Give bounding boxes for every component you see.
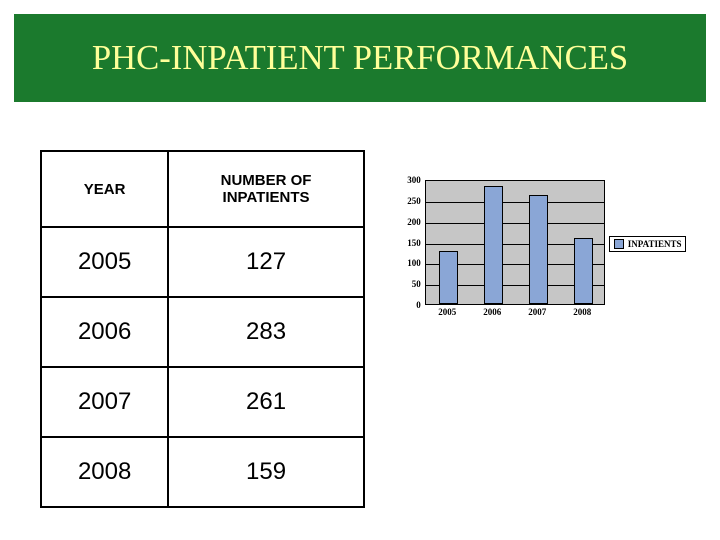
legend-label: INPATIENTS xyxy=(628,239,682,249)
chart-bar xyxy=(484,186,503,304)
page-title: PHC-INPATIENT PERFORMANCES xyxy=(92,39,628,78)
chart-plot-area xyxy=(425,180,605,305)
table-header-row: YEAR NUMBER OF INPATIENTS xyxy=(41,151,364,227)
y-tick-label: 300 xyxy=(395,175,421,185)
x-tick-label: 2006 xyxy=(483,307,501,317)
x-axis-labels: 2005 2006 2007 2008 xyxy=(425,307,605,321)
table-cell: 2005 xyxy=(41,227,168,297)
slide: PHC-INPATIENT PERFORMANCES YEAR NUMBER O… xyxy=(0,0,720,540)
x-tick-label: 2007 xyxy=(528,307,546,317)
y-axis-labels: 050100150200250300 xyxy=(395,180,423,305)
table-cell: 127 xyxy=(168,227,364,297)
content-area: YEAR NUMBER OF INPATIENTS 20051272006283… xyxy=(40,150,690,520)
table-row: 2006283 xyxy=(41,297,364,367)
table-body: 2005127200628320072612008159 xyxy=(41,227,364,507)
inpatient-bar-chart: 0 50 100 150 200 250 300 2005 2006 2007 2008 INPA… xyxy=(395,174,690,349)
table-row: 2005127 xyxy=(41,227,364,297)
chart-bar xyxy=(574,238,593,304)
inpatient-table: YEAR NUMBER OF INPATIENTS 20051272006283… xyxy=(40,150,365,508)
chart-gridline xyxy=(426,202,604,203)
chart-gridline xyxy=(426,223,604,224)
chart-bar xyxy=(439,251,458,304)
column-header-number: NUMBER OF INPATIENTS xyxy=(168,151,364,227)
table-cell: 2007 xyxy=(41,367,168,437)
x-tick-label: 2008 xyxy=(573,307,591,317)
y-tick-label: 0 xyxy=(395,300,421,310)
y-tick-label: 200 xyxy=(395,217,421,227)
column-header-year: YEAR xyxy=(41,151,168,227)
y-tick-label: 50 xyxy=(395,279,421,289)
table-row: 2008159 xyxy=(41,437,364,507)
table-cell: 159 xyxy=(168,437,364,507)
table-cell: 261 xyxy=(168,367,364,437)
chart-legend: INPATIENTS xyxy=(609,236,687,252)
table-cell: 2006 xyxy=(41,297,168,367)
y-tick-label: 100 xyxy=(395,258,421,268)
y-tick-label: 250 xyxy=(395,196,421,206)
x-tick-label: 2005 xyxy=(438,307,456,317)
table-cell: 2008 xyxy=(41,437,168,507)
legend-swatch xyxy=(614,239,624,249)
y-tick-label: 150 xyxy=(395,238,421,248)
chart-bar xyxy=(529,195,548,304)
table-row: 2007261 xyxy=(41,367,364,437)
table-cell: 283 xyxy=(168,297,364,367)
title-bar: PHC-INPATIENT PERFORMANCES xyxy=(14,14,706,102)
